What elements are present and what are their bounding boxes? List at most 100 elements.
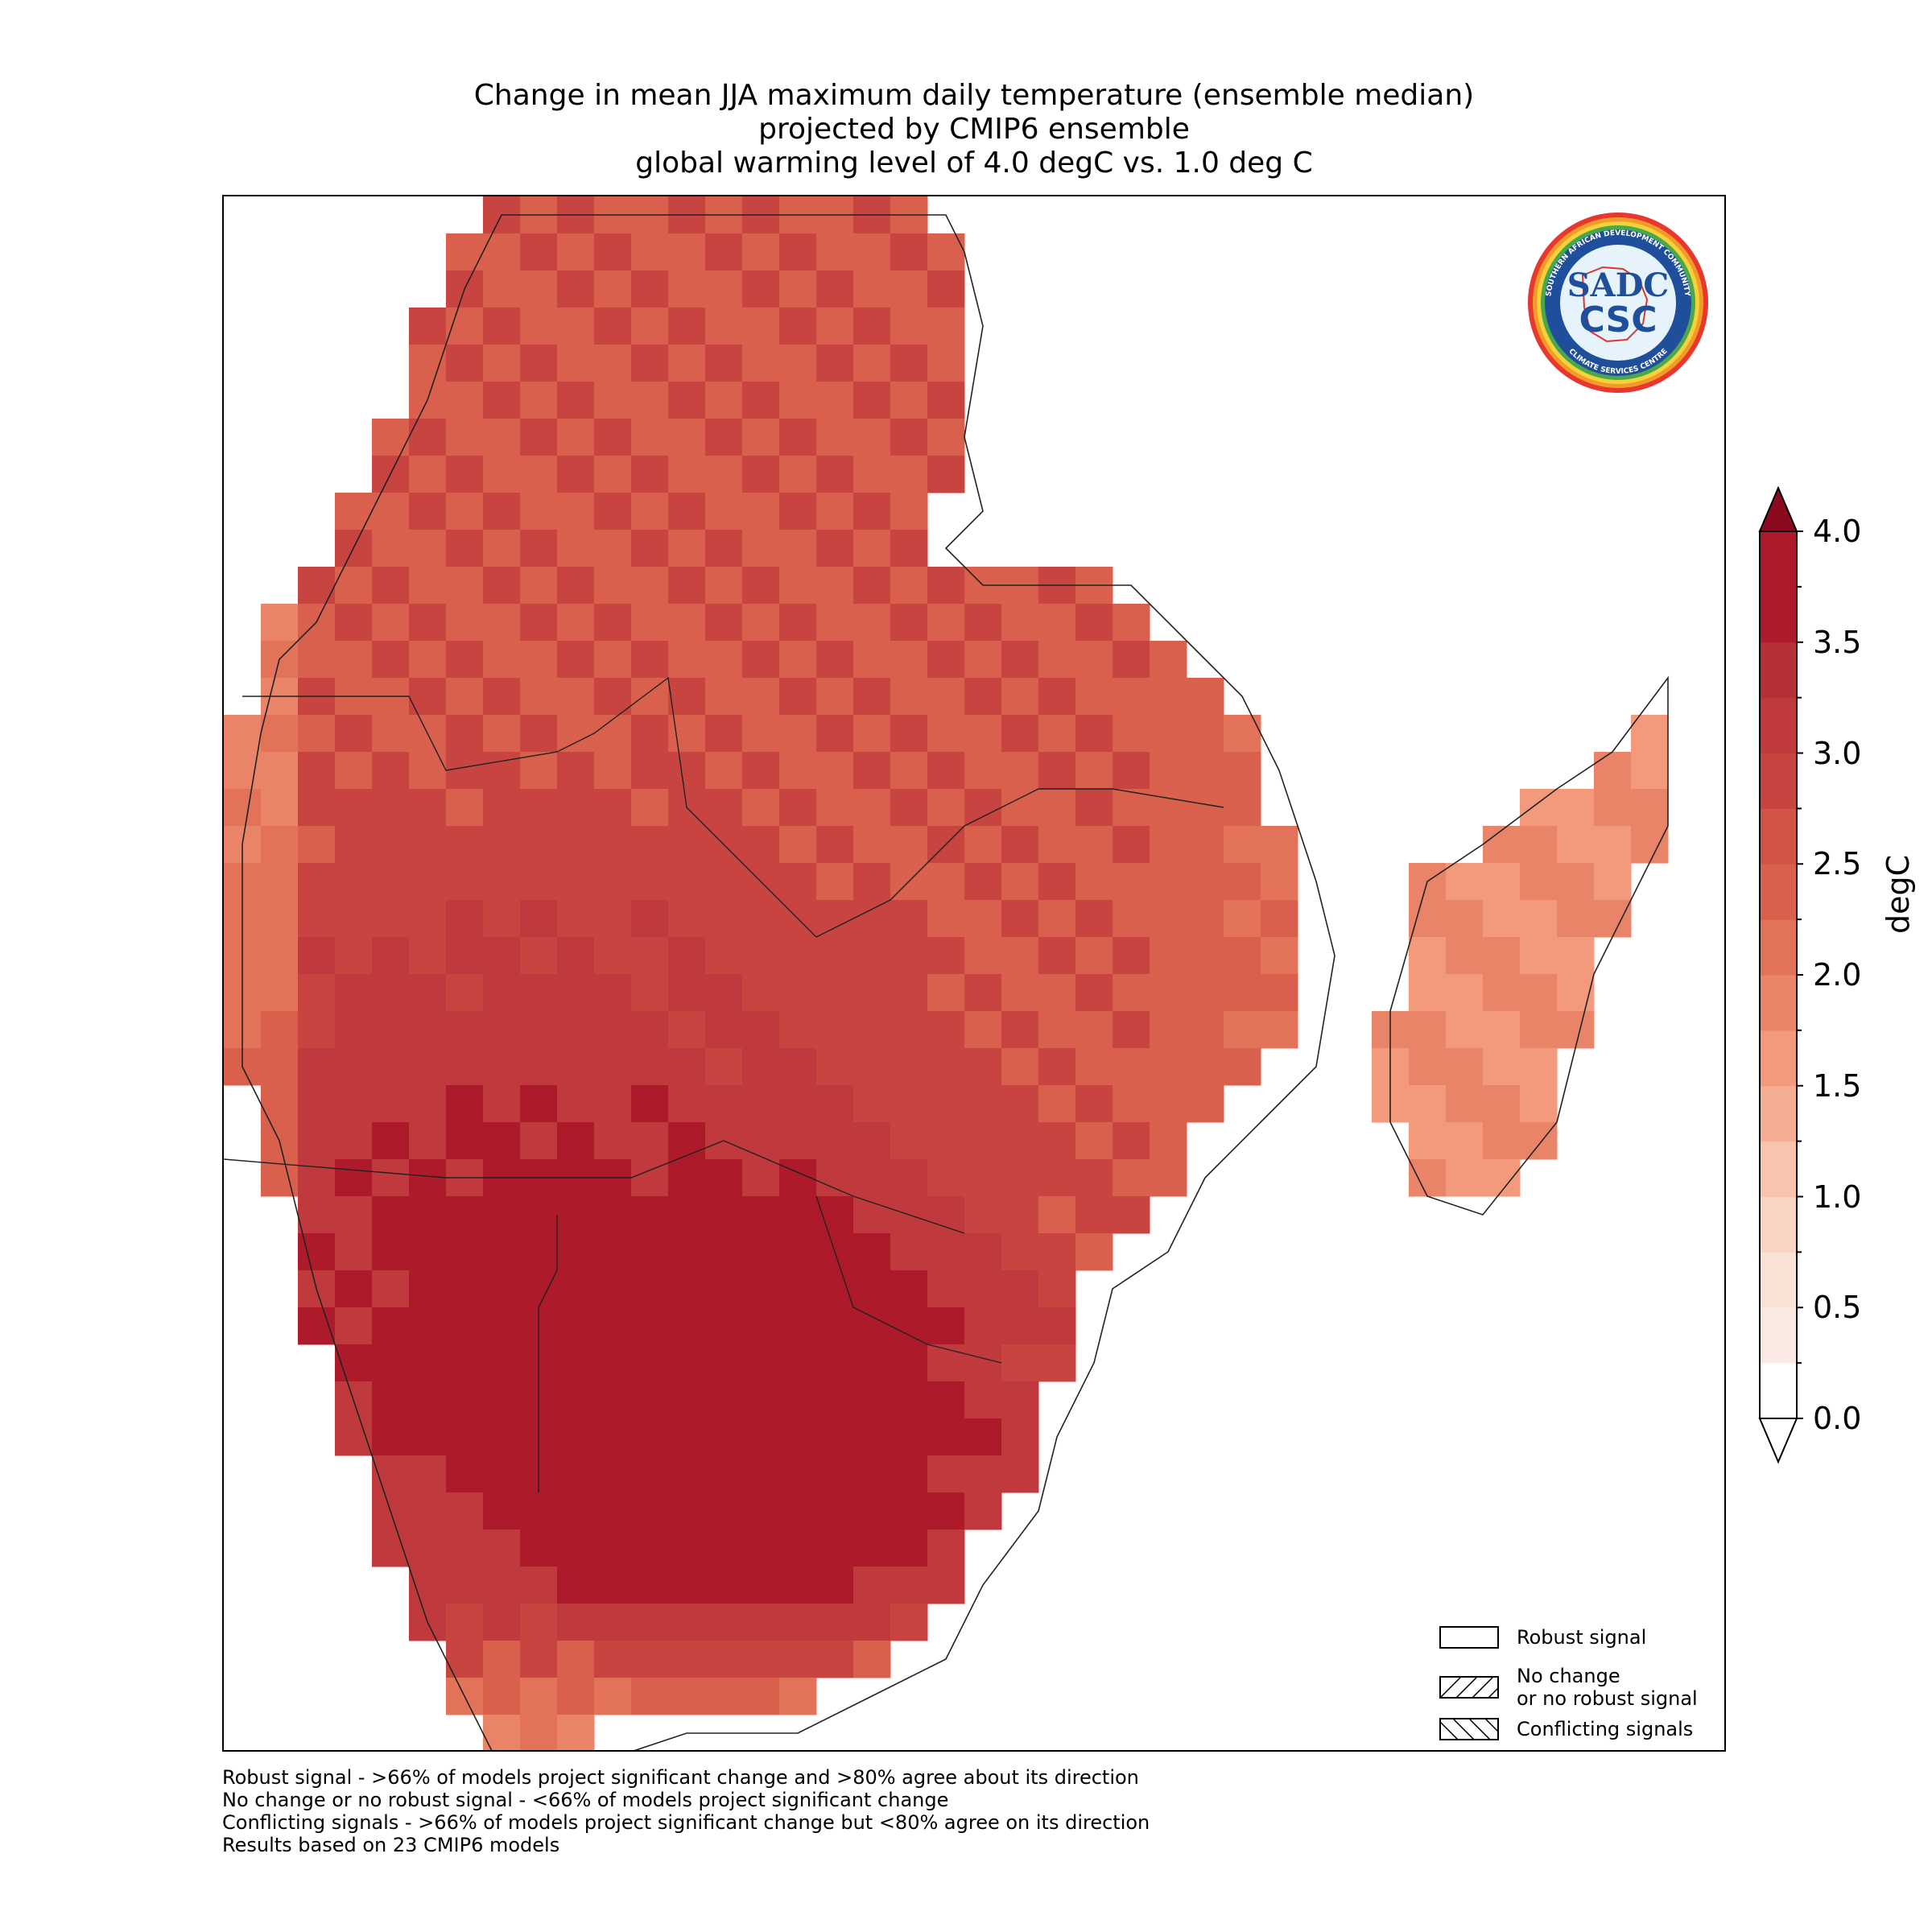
colorbar-min-extension xyxy=(1758,1418,1798,1464)
map-grid-cell xyxy=(964,937,1002,975)
map-grid-cell xyxy=(557,1418,595,1456)
map-grid-cell xyxy=(372,752,410,790)
map-grid-cell xyxy=(1594,863,1632,901)
map-grid-cell xyxy=(594,974,632,1012)
map-grid-cell xyxy=(594,1641,632,1678)
map-grid-cell xyxy=(779,308,817,345)
map-grid-cell xyxy=(594,752,632,790)
map-grid-cell xyxy=(1261,1011,1298,1049)
map-grid-cell xyxy=(1631,826,1669,864)
map-grid-cell xyxy=(1557,1011,1595,1049)
map-grid-cell xyxy=(816,641,854,679)
map-grid-cell xyxy=(779,1196,817,1234)
map-grid-cell xyxy=(890,382,928,419)
map-grid-cell xyxy=(594,1567,632,1604)
map-grid-cell xyxy=(742,1159,780,1197)
map-grid-cell xyxy=(964,604,1002,642)
map-grid-cell xyxy=(1001,1048,1039,1086)
map-grid-cell xyxy=(890,641,928,679)
map-grid-cell xyxy=(372,493,410,530)
map-grid-cell xyxy=(446,1418,484,1456)
map-grid-cell xyxy=(298,1122,336,1160)
map-grid-cell xyxy=(816,530,854,568)
map-grid-cell xyxy=(816,1492,854,1530)
map-grid-cell xyxy=(372,604,410,642)
map-grid-cell xyxy=(1520,1122,1558,1160)
map-grid-cell xyxy=(1483,1011,1521,1049)
map-grid-cell xyxy=(446,1270,484,1308)
map-grid-cell xyxy=(557,1567,595,1604)
map-grid-cell xyxy=(816,1307,854,1345)
map-grid-cell xyxy=(298,789,336,827)
map-grid-cell xyxy=(483,567,521,605)
map-grid-cell xyxy=(1483,1085,1521,1123)
map-grid-cell xyxy=(409,1196,447,1234)
map-grid-cell xyxy=(927,1530,965,1567)
map-grid-cell xyxy=(483,1715,521,1750)
map-grid-cell xyxy=(816,752,854,790)
map-grid-cell xyxy=(742,641,780,679)
map-grid-cell xyxy=(557,678,595,716)
map-grid-cell xyxy=(1075,1122,1113,1160)
map-grid-cell xyxy=(483,1604,521,1641)
map-grid-cell xyxy=(1001,1159,1039,1197)
map-grid-cell xyxy=(594,604,632,642)
map-grid-cell xyxy=(594,1455,632,1493)
map-grid-cell xyxy=(1113,863,1150,901)
map-grid-cell xyxy=(409,1270,447,1308)
map-grid-cell xyxy=(1224,826,1261,864)
map-grid-cell xyxy=(705,456,743,493)
map-grid-cell xyxy=(927,974,965,1012)
map-grid-cell xyxy=(890,1567,928,1604)
map-grid-cell xyxy=(927,1381,965,1419)
map-grid-cell xyxy=(705,789,743,827)
map-grid-cell xyxy=(816,826,854,864)
map-grid-cell xyxy=(1001,937,1039,975)
map-grid-cell xyxy=(409,863,447,901)
map-grid-cell xyxy=(1001,1011,1039,1049)
map-grid-cell xyxy=(261,1048,299,1086)
map-grid-cell xyxy=(298,715,336,753)
map-grid-cell xyxy=(927,1567,965,1604)
map-grid-cell xyxy=(816,1159,854,1197)
map-grid-cell xyxy=(779,567,817,605)
map-panel[interactable] xyxy=(222,195,1726,1752)
map-grid-cell xyxy=(742,1307,780,1345)
map-grid-cell xyxy=(483,1085,521,1123)
map-grid-cell xyxy=(705,752,743,790)
map-grid-cell xyxy=(779,1270,817,1308)
sadc-csc-logo: SOUTHERN AFRICAN DEVELOPMENT COMMUNITY C… xyxy=(1528,213,1708,393)
map-grid-cell xyxy=(335,1196,373,1234)
map-grid-cell xyxy=(853,1567,891,1604)
map-grid-cell xyxy=(668,345,706,382)
map-grid-cell xyxy=(742,1196,780,1234)
map-grid-cell xyxy=(742,419,780,456)
map-grid-cell xyxy=(409,974,447,1012)
map-grid-cell xyxy=(594,789,632,827)
map-grid-cell xyxy=(261,1011,299,1049)
temperature-map xyxy=(224,196,1669,1750)
map-grid-cell xyxy=(1038,604,1076,642)
colorbar-band xyxy=(1760,1363,1797,1419)
map-grid-cell xyxy=(705,1233,743,1271)
map-grid-cell xyxy=(779,382,817,419)
map-grid-cell xyxy=(372,900,410,938)
map-grid-cell xyxy=(853,826,891,864)
map-grid-cell xyxy=(816,1567,854,1604)
map-grid-cell xyxy=(742,974,780,1012)
map-grid-cell xyxy=(631,1455,669,1493)
map-grid-cell xyxy=(705,863,743,901)
map-grid-cell xyxy=(1520,1085,1558,1123)
map-grid-cell xyxy=(853,1344,891,1382)
map-grid-cell xyxy=(1520,1048,1558,1086)
map-grid-cell xyxy=(631,530,669,568)
map-grid-cell xyxy=(409,530,447,568)
map-grid-cell xyxy=(594,1678,632,1715)
map-grid-cell xyxy=(483,900,521,938)
map-grid-cell xyxy=(335,974,373,1012)
map-grid-cell xyxy=(594,678,632,716)
map-grid-cell xyxy=(298,1307,336,1345)
map-grid-cell xyxy=(1150,826,1187,864)
map-grid-cell xyxy=(927,900,965,938)
map-grid-cell xyxy=(742,1418,780,1456)
